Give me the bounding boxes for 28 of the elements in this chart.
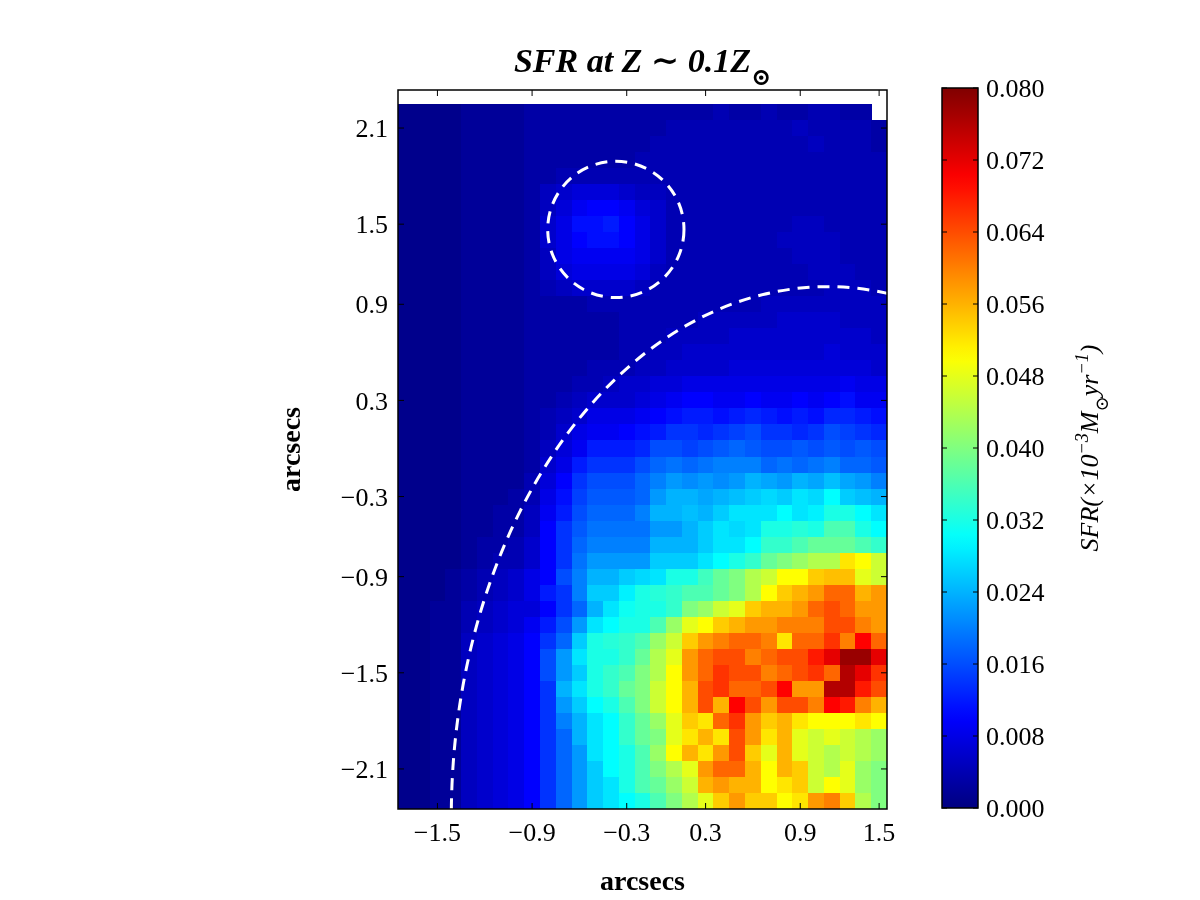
x-tick-label: −0.3	[603, 818, 651, 847]
x-tick-label: 0.9	[783, 818, 817, 847]
y-tick-label: 1.5	[355, 210, 388, 240]
y-axis-title: arcsecs	[275, 406, 306, 492]
color-bar-label: 0.032	[986, 506, 1045, 536]
color-bar-label: 0.064	[986, 218, 1045, 248]
color-bar-label: 0.072	[986, 146, 1045, 176]
y-tick-label: 2.1	[355, 114, 388, 144]
color-bar-label: 0.040	[986, 434, 1045, 464]
x-tick-label: 0.3	[689, 818, 722, 847]
y-tick-label: −2.1	[340, 755, 388, 785]
x-tick-label: 1.5	[862, 818, 896, 847]
color-bar-label: 0.008	[986, 722, 1045, 752]
x-tick-label: −0.9	[508, 818, 556, 847]
y-tick-label: −1.5	[340, 658, 388, 688]
color-bar-label: 0.048	[986, 362, 1045, 392]
color-bar-label: 0.080	[986, 74, 1045, 104]
color-bar-label: 0.000	[986, 794, 1045, 824]
y-tick-label: 0.3	[355, 386, 388, 416]
y-tick-label: −0.9	[340, 562, 388, 592]
color-bar-label: 0.016	[986, 650, 1045, 680]
x-tick-label: −1.5	[413, 818, 462, 847]
color-bar-label: 0.056	[986, 290, 1045, 320]
color-bar-label: 0.024	[986, 578, 1045, 608]
y-tick-label: −0.3	[340, 482, 388, 512]
x-axis-title: arcsecs	[600, 865, 686, 896]
chart-title: SFR at Z ∼ 0.1Z$_{⊙}$	[513, 42, 772, 90]
y-tick-label: 0.9	[355, 290, 388, 320]
